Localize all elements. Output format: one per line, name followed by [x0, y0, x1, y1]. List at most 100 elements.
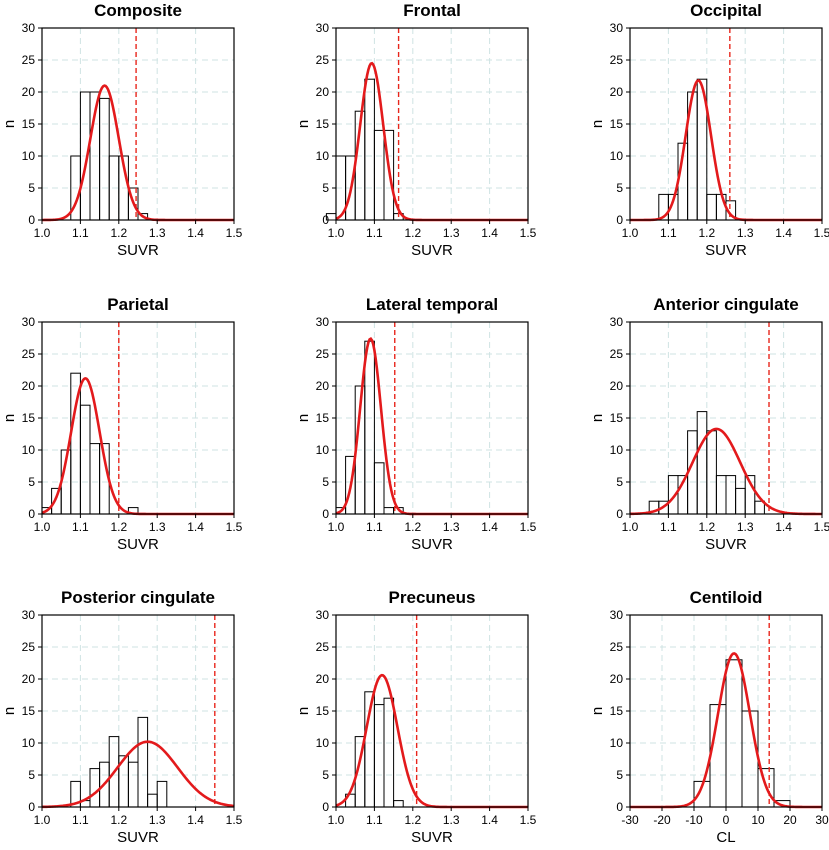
y-axis-label: n: [1, 414, 18, 422]
chart-title: Occipital: [690, 1, 762, 20]
x-tick-label: 1.5: [226, 813, 243, 827]
y-tick-label: 15: [22, 704, 36, 718]
histogram-bar: [725, 475, 737, 515]
x-tick-label: 1.1: [366, 813, 383, 827]
histogram-bar: [373, 462, 385, 515]
chart-title: Composite: [94, 1, 182, 20]
x-tick-label: 1.2: [110, 813, 127, 827]
histogram-bar: [364, 340, 375, 515]
x-tick-label: 1.3: [443, 520, 460, 534]
y-tick-label: 30: [610, 315, 624, 329]
y-tick-label: 15: [610, 704, 624, 718]
y-tick-label: 30: [610, 21, 624, 35]
x-tick-label: 30: [815, 813, 829, 827]
x-tick-label: 1.2: [404, 226, 421, 240]
y-tick-label: 30: [316, 315, 330, 329]
y-tick-label: 15: [610, 117, 624, 131]
x-tick-label: 1.2: [110, 226, 127, 240]
y-tick-label: 5: [28, 768, 35, 782]
y-tick-label: 10: [610, 149, 624, 163]
x-tick-label: 1.2: [404, 520, 421, 534]
y-tick-label: 20: [610, 379, 624, 393]
x-tick-label: 1.4: [481, 520, 498, 534]
histogram-bar: [383, 507, 395, 515]
y-tick-label: 10: [316, 736, 330, 750]
x-axis-label: SUVR: [705, 536, 747, 553]
x-tick-label: 1.0: [34, 226, 51, 240]
y-tick-label: 20: [610, 85, 624, 99]
x-tick-label: 1.0: [328, 520, 345, 534]
y-axis-label: n: [589, 120, 606, 128]
histogram-bar: [156, 780, 168, 808]
x-tick-label: 1.4: [187, 226, 204, 240]
y-tick-label: 5: [322, 768, 329, 782]
x-tick-label: 1.5: [520, 226, 537, 240]
x-tick-label: 1.2: [698, 226, 715, 240]
y-tick-label: 10: [316, 443, 330, 457]
x-tick-label: -20: [653, 813, 671, 827]
y-tick-label: 30: [610, 608, 624, 622]
histogram-bar: [147, 793, 158, 808]
x-tick-label: 0: [723, 813, 730, 827]
histogram-bar: [715, 193, 727, 221]
y-tick-label: 0: [616, 800, 623, 814]
x-tick-label: 1.0: [328, 813, 345, 827]
y-tick-label: 5: [322, 181, 329, 195]
y-tick-label: 0: [28, 507, 35, 521]
y-axis-label: n: [589, 707, 606, 715]
y-tick-label: 10: [610, 736, 624, 750]
y-tick-label: 25: [610, 53, 624, 67]
chart-title: Parietal: [107, 295, 168, 314]
y-tick-label: 30: [22, 315, 36, 329]
histogram-bar: [715, 475, 727, 515]
chart-panel: Frontal 1.0 1.1 1.2 1.3 1.4 1.5 0 5 10 15 20 25 30 SUV…: [295, 1, 537, 259]
y-tick-label: 25: [316, 347, 330, 361]
x-tick-label: 1.5: [520, 813, 537, 827]
y-tick-label: 15: [316, 704, 330, 718]
x-axis-label: SUVR: [117, 829, 159, 846]
y-tick-label: 30: [316, 608, 330, 622]
histogram-bar: [364, 78, 375, 221]
x-axis-label: SUVR: [117, 536, 159, 553]
x-tick-label: 1.1: [366, 520, 383, 534]
y-tick-label: 15: [610, 411, 624, 425]
x-tick-label: -10: [685, 813, 703, 827]
histogram-bar: [696, 411, 708, 515]
y-tick-label: 0: [616, 507, 623, 521]
x-tick-label: 1.1: [72, 520, 89, 534]
x-axis-label: SUVR: [411, 242, 453, 259]
histogram-bar: [373, 129, 385, 221]
chart-title: Posterior cingulate: [61, 588, 215, 607]
x-tick-label: 1.3: [149, 813, 166, 827]
y-tick-label: 25: [22, 640, 36, 654]
chart-title: Frontal: [403, 1, 461, 20]
x-tick-label: 1.0: [34, 520, 51, 534]
x-tick-label: 1.5: [226, 226, 243, 240]
x-tick-label: 1.5: [814, 520, 829, 534]
x-tick-label: 1.2: [110, 520, 127, 534]
x-tick-label: 1.4: [481, 813, 498, 827]
y-axis-label: n: [1, 120, 18, 128]
histogram-bar: [741, 710, 759, 808]
y-tick-label: 0: [322, 800, 329, 814]
x-tick-label: -30: [621, 813, 639, 827]
y-tick-label: 30: [22, 21, 36, 35]
y-tick-label: 20: [316, 672, 330, 686]
histogram-bar: [137, 716, 149, 808]
normal-fit-curve: [41, 740, 235, 809]
x-tick-label: 1.4: [187, 520, 204, 534]
y-tick-label: 25: [316, 53, 330, 67]
x-tick-label: 1.1: [72, 813, 89, 827]
y-tick-label: 0: [616, 213, 623, 227]
x-tick-label: 1.1: [660, 520, 677, 534]
y-tick-label: 20: [316, 85, 330, 99]
x-tick-label: 20: [783, 813, 797, 827]
histogram-bar: [735, 487, 746, 515]
chart-title: Centiloid: [690, 588, 763, 607]
histogram-bar: [383, 697, 395, 808]
y-tick-label: 5: [322, 475, 329, 489]
histogram-bar: [706, 430, 717, 515]
y-tick-label: 5: [28, 475, 35, 489]
x-axis-label: SUVR: [411, 536, 453, 553]
